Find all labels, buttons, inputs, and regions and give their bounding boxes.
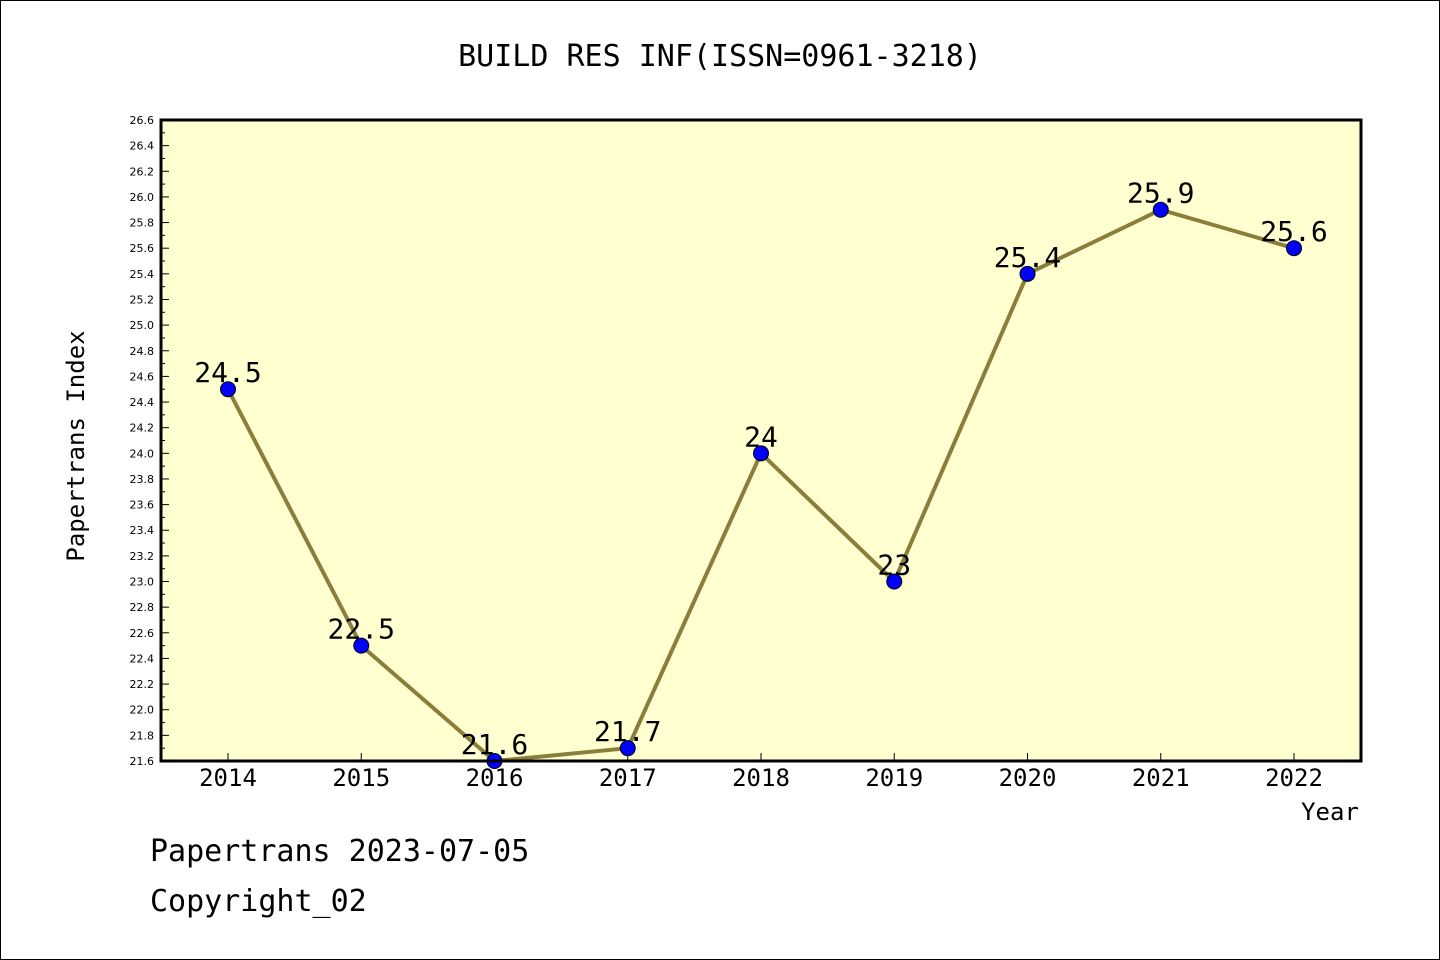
y-tick-label: 24.4	[130, 396, 155, 409]
y-tick-label: 24.6	[130, 370, 155, 383]
x-tick-label: 2020	[999, 764, 1057, 792]
y-tick-label: 23.0	[130, 576, 155, 589]
y-tick-label: 23.6	[130, 499, 155, 512]
data-label: 25.4	[994, 241, 1061, 274]
y-tick-label: 25.0	[130, 319, 155, 332]
data-label: 21.7	[594, 715, 661, 748]
x-tick-label: 2019	[865, 764, 923, 792]
y-tick-label: 26.0	[130, 191, 155, 204]
y-tick-label: 25.4	[130, 268, 155, 281]
y-tick-label: 23.8	[130, 473, 155, 486]
data-point	[619, 740, 636, 757]
x-axis: 2014 2015 2016 2017 2018 2019 2020 2021 2022	[199, 753, 1323, 792]
data-label: 23	[877, 549, 911, 582]
x-tick-label: 2021	[1132, 764, 1190, 792]
data-labels-group: 24.5 22.5 21.6 21.7 24 23 25.4 25.9 25.6	[194, 177, 1327, 761]
x-tick-label: 2018	[732, 764, 790, 792]
plot-border	[159, 118, 1363, 763]
y-tick-label: 21.8	[130, 729, 155, 742]
data-point	[1286, 240, 1302, 257]
y-tick-label: 23.4	[130, 524, 155, 537]
y-tick-label: 22.4	[130, 652, 155, 665]
data-point	[1019, 265, 1036, 282]
markers-group	[220, 201, 1302, 769]
y-tick-label: 22.8	[130, 601, 155, 614]
y-tick-label: 22.2	[130, 678, 155, 691]
y-tick-label: 26.2	[130, 165, 155, 178]
footer-date: Papertrans 2023-07-05	[150, 834, 530, 869]
y-tick-label: 26.6	[130, 114, 155, 127]
data-label: 24	[744, 420, 778, 453]
data-label: 25.9	[1127, 177, 1194, 210]
x-tick-label: 2014	[199, 764, 257, 792]
y-tick-label: 21.6	[130, 755, 155, 768]
y-tick-label: 23.2	[130, 550, 155, 563]
y-tick-label: 22.6	[130, 627, 155, 640]
data-point	[353, 637, 370, 654]
chart-title: BUILD RES INF(ISSN=0961-3218)	[458, 39, 982, 74]
data-point	[1152, 201, 1169, 218]
x-axis-label: Year	[1301, 798, 1359, 826]
y-axis: 21.6 21.8 22.0 22.2 22.4 22.6 22.8 23.0 23.2 23.4…	[130, 114, 169, 768]
x-tick-label: 2015	[332, 764, 390, 792]
plot-area	[161, 120, 1361, 761]
data-label: 24.5	[194, 356, 261, 389]
data-point	[753, 445, 769, 462]
y-tick-label: 24.0	[130, 447, 155, 460]
y-tick-label: 24.2	[130, 422, 155, 435]
y-tick-label: 26.4	[130, 140, 155, 153]
data-label: 22.5	[328, 613, 395, 646]
y-tick-label: 22.0	[130, 704, 155, 717]
footer-copyright: Copyright_02	[150, 884, 367, 919]
data-point	[220, 381, 236, 398]
y-axis-label: Papertrans Index	[62, 330, 90, 561]
y-tick-label: 25.6	[130, 242, 155, 255]
data-label: 25.6	[1260, 215, 1327, 248]
y-tick-label: 24.8	[130, 345, 155, 358]
data-label: 21.6	[461, 728, 528, 761]
x-tick-label: 2022	[1265, 764, 1323, 792]
x-tick-label: 2017	[599, 764, 657, 792]
y-tick-label: 25.2	[130, 293, 155, 306]
data-point	[886, 573, 903, 590]
y-tick-label: 25.8	[130, 217, 155, 230]
